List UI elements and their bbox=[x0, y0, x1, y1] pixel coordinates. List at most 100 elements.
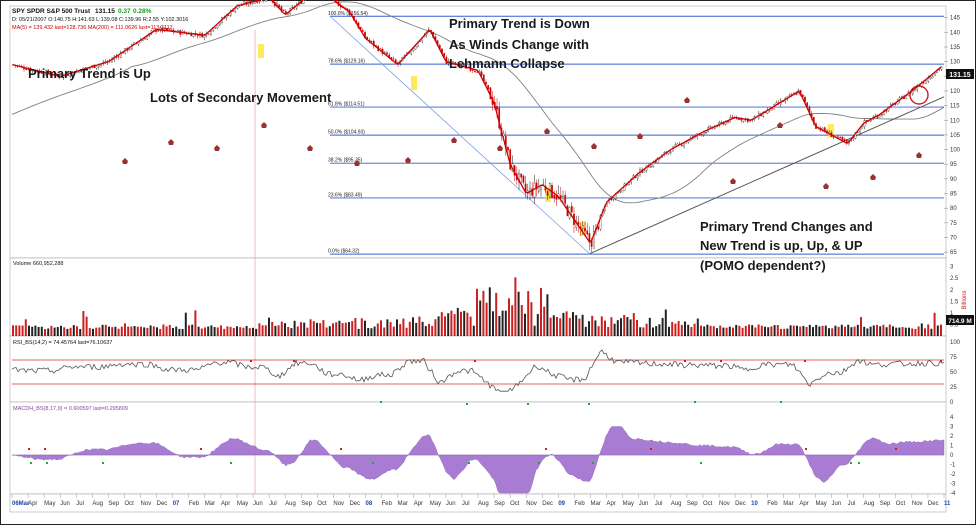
x-tick-label: Oct bbox=[896, 501, 906, 507]
fib-label: 23.6% ($83.49) bbox=[328, 192, 363, 198]
volume-bar bbox=[226, 326, 228, 336]
candle-body bbox=[703, 132, 704, 134]
volume-bar bbox=[399, 324, 401, 336]
candle-body bbox=[705, 132, 706, 133]
x-tick-label: Mar bbox=[205, 501, 215, 507]
volume-badge: 714.9 M bbox=[948, 318, 972, 325]
volume-bar bbox=[927, 324, 929, 336]
volume-bar bbox=[812, 327, 814, 336]
volume-bar bbox=[252, 328, 254, 336]
volume-bar bbox=[758, 325, 760, 336]
volume-bar bbox=[457, 308, 459, 336]
volume-bar bbox=[905, 328, 907, 336]
x-tick-label: Feb bbox=[382, 501, 393, 507]
x-tick-label: Jul bbox=[76, 501, 84, 507]
volume-bar bbox=[441, 312, 443, 336]
price-ytick-label: 85 bbox=[950, 192, 957, 198]
x-tick-label: 09 bbox=[558, 501, 565, 507]
price-ytick-label: 135 bbox=[950, 45, 961, 51]
rsi-marker-high bbox=[474, 360, 476, 362]
candle-body bbox=[362, 30, 363, 31]
candle-body bbox=[413, 49, 414, 51]
volume-bar bbox=[300, 322, 302, 336]
candle-body bbox=[474, 71, 475, 72]
volume-bar bbox=[918, 326, 920, 336]
volume-bar bbox=[902, 327, 904, 336]
x-tick-label: Apr bbox=[799, 501, 808, 507]
macd-marker-high bbox=[895, 448, 897, 450]
rsi-marker-low bbox=[588, 403, 590, 405]
volume-bar bbox=[546, 294, 548, 336]
volume-bar bbox=[633, 313, 635, 336]
volume-bar bbox=[332, 323, 334, 336]
volume-bar bbox=[294, 321, 296, 336]
volume-bar bbox=[124, 323, 126, 336]
volume-bar bbox=[386, 319, 388, 336]
volume-bar bbox=[198, 327, 200, 336]
volume-bar bbox=[345, 323, 347, 336]
annotation-down-3: Lehmann Collapse bbox=[449, 56, 565, 71]
candle-body bbox=[26, 69, 27, 70]
candle-body bbox=[622, 190, 623, 192]
volume-bar bbox=[649, 318, 651, 336]
volume-bar bbox=[873, 325, 875, 336]
volume-bar bbox=[374, 326, 376, 336]
candle-body bbox=[582, 225, 583, 228]
volume-bar bbox=[697, 319, 699, 336]
volume-bar bbox=[73, 325, 75, 336]
macd-marker-low bbox=[230, 462, 232, 464]
rsi-ytick-label: 50 bbox=[950, 370, 957, 376]
volume-bar bbox=[495, 293, 497, 336]
volume-bar bbox=[18, 326, 20, 336]
volume-bar bbox=[783, 329, 785, 336]
price-ytick-label: 140 bbox=[950, 30, 961, 36]
candle-body bbox=[701, 134, 702, 135]
volume-bar bbox=[892, 326, 894, 336]
volume-bar bbox=[505, 311, 507, 336]
candle-body bbox=[393, 59, 394, 60]
volume-bar bbox=[780, 329, 782, 336]
candle-body bbox=[879, 115, 880, 117]
x-tick-label: 07 bbox=[173, 501, 180, 507]
volume-bar bbox=[681, 325, 683, 336]
x-tick-label: Jun bbox=[60, 501, 70, 507]
candle-body bbox=[932, 76, 933, 78]
volume-bar bbox=[828, 328, 830, 336]
volume-bar bbox=[722, 328, 724, 336]
volume-bar bbox=[31, 327, 33, 336]
candle-body bbox=[587, 231, 588, 234]
volume-bar bbox=[175, 327, 177, 336]
volume-bar bbox=[895, 328, 897, 336]
x-tick-label: Nov bbox=[333, 501, 344, 507]
volume-bar bbox=[50, 326, 52, 336]
volume-bar bbox=[425, 326, 427, 336]
volume-bar bbox=[854, 327, 856, 336]
volume-bar bbox=[866, 328, 868, 336]
volume-bar bbox=[409, 322, 411, 336]
volume-bar bbox=[540, 288, 542, 336]
volume-bar bbox=[738, 326, 740, 336]
candle-body bbox=[496, 106, 497, 109]
candle-body bbox=[732, 117, 733, 118]
volume-bar bbox=[911, 328, 913, 336]
candle-body bbox=[842, 137, 843, 140]
volume-bar bbox=[566, 311, 568, 336]
candle-body bbox=[554, 195, 555, 198]
volume-bar bbox=[620, 318, 622, 336]
volume-bar bbox=[412, 317, 414, 336]
volume-bar bbox=[719, 326, 721, 336]
volume-bar bbox=[636, 320, 638, 336]
volume-bar bbox=[716, 328, 718, 336]
candle-body bbox=[840, 137, 841, 138]
volume-bar bbox=[655, 326, 657, 336]
volume-bar bbox=[806, 327, 808, 336]
volume-bar bbox=[92, 329, 94, 336]
volume-bar bbox=[838, 327, 840, 336]
volume-bar bbox=[761, 326, 763, 336]
candle-body bbox=[261, 0, 262, 1]
macd-marker-low bbox=[372, 462, 374, 464]
x-tick-label: May bbox=[237, 501, 248, 507]
volume-bar bbox=[671, 322, 673, 336]
volume-bar bbox=[156, 327, 158, 336]
